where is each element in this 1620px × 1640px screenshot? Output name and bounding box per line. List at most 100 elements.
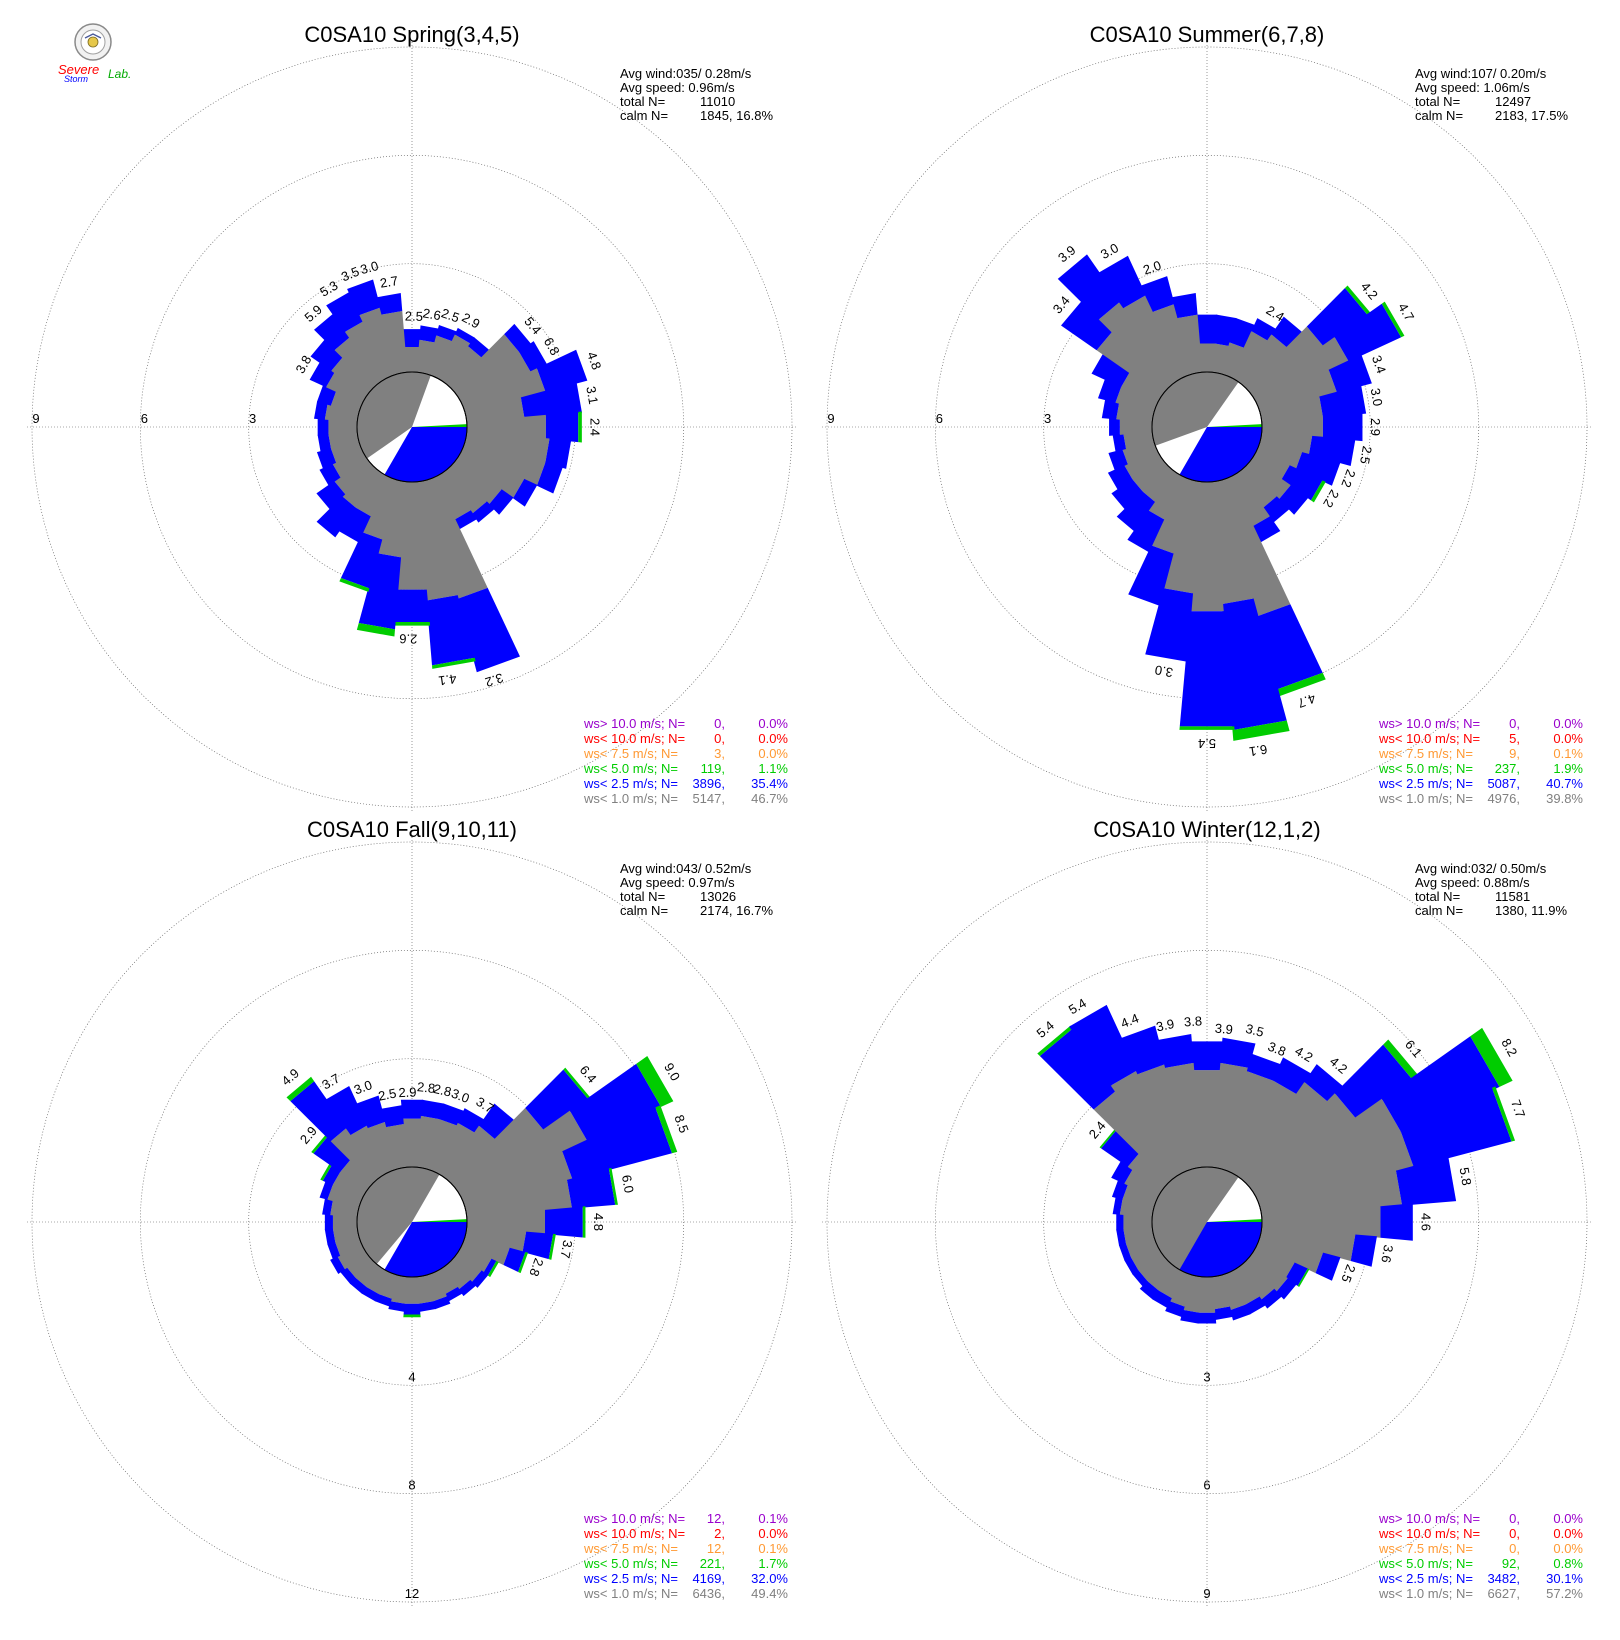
- spoke-value-label: 5.8: [1457, 1166, 1475, 1186]
- spoke-blue: [1097, 378, 1122, 403]
- spoke-green: [1344, 285, 1371, 316]
- spoke-blue: [1197, 1312, 1217, 1324]
- spoke-gray: [1245, 326, 1324, 396]
- spoke-gray: [359, 307, 398, 378]
- spoke-blue: [1278, 485, 1309, 515]
- spoke-gray: [367, 1121, 398, 1173]
- spoke-blue: [400, 1099, 424, 1119]
- legend-count: 4976,: [1487, 791, 1520, 806]
- spoke-gray: [1230, 331, 1268, 383]
- spoke-gray: [465, 397, 525, 423]
- spoke-value-label: 3.0: [449, 1086, 471, 1106]
- spoke-value-label: 3.8: [1183, 1013, 1202, 1029]
- chart-title: C0SA10 Winter(12,1,2): [1093, 817, 1320, 842]
- spoke-blue: [403, 329, 421, 348]
- spoke-gray: [1230, 471, 1270, 527]
- spoke-value-label: 7.7: [1508, 1098, 1528, 1120]
- spoke-blue: [1281, 465, 1323, 501]
- spoke-value-label: 2.4: [1086, 1118, 1109, 1141]
- calm-gray-wedge: [356, 371, 431, 459]
- spoke-value-label: 3.6: [1378, 1244, 1396, 1264]
- spoke-gray: [1260, 396, 1323, 423]
- legend-class-label: ws< 5.0 m/s; N=: [583, 1556, 678, 1571]
- spoke-gray: [326, 372, 368, 404]
- legend-count: 0,: [1509, 716, 1520, 731]
- spoke-blue: [1319, 385, 1367, 418]
- spoke-blue: [420, 1099, 445, 1120]
- spoke-blue: [1069, 1004, 1137, 1086]
- spoke-blue: [419, 325, 439, 343]
- spoke-gray: [1119, 419, 1153, 435]
- spoke-gray: [1245, 1253, 1288, 1292]
- spoke-gray: [324, 404, 359, 423]
- stats-value: 13026: [700, 889, 736, 904]
- stats-label: Avg speed: 0.96m/s: [620, 80, 735, 95]
- spoke-blue: [1165, 1301, 1185, 1318]
- spoke-value-label: 4.8: [584, 350, 604, 372]
- legend-percent: 57.2%: [1546, 1586, 1583, 1601]
- spoke-blue: [1101, 399, 1120, 420]
- spoke-value-label: 4.2: [1292, 1043, 1315, 1065]
- spoke-value-label: 2.7: [379, 273, 399, 291]
- spoke-blue: [1109, 418, 1120, 436]
- spoke-gray: [1260, 1226, 1356, 1262]
- spoke-gray: [332, 1214, 358, 1230]
- spoke-blue: [1124, 1257, 1139, 1275]
- ring-tick-label: 4: [408, 1369, 415, 1384]
- legend-percent: 0.0%: [758, 1526, 788, 1541]
- spoke-green: [432, 657, 476, 669]
- spoke-gray: [1256, 441, 1303, 469]
- spoke-blue: [319, 463, 341, 486]
- spoke-blue: [388, 1301, 406, 1312]
- spoke-value-label: 3.0: [1368, 387, 1386, 407]
- legend-class-label: ws< 7.5 m/s; N=: [583, 746, 678, 761]
- spoke-blue: [1220, 1037, 1256, 1068]
- spoke-gray: [328, 431, 359, 449]
- spoke-gray: [1238, 334, 1288, 389]
- spoke-blue: [1221, 598, 1287, 731]
- spoke-gray: [1221, 1071, 1274, 1173]
- spoke-value-label: 3.9: [1055, 242, 1078, 265]
- spoke-green: [1470, 1027, 1513, 1087]
- spoke-gray: [350, 1125, 389, 1178]
- spoke-value-label: 3.0: [352, 1077, 374, 1097]
- spoke-value-label: 2.0: [1141, 258, 1163, 278]
- spoke-gray: [1152, 303, 1193, 378]
- spoke-blue: [327, 1242, 341, 1260]
- legend-percent: 46.7%: [751, 791, 788, 806]
- spoke-blue: [478, 1103, 515, 1140]
- grid-ring: [139, 949, 685, 1495]
- spoke-gray: [1123, 295, 1184, 383]
- spoke-blue: [445, 1286, 463, 1302]
- spoke-blue: [1108, 449, 1128, 471]
- chart-title: C0SA10 Fall(9,10,11): [307, 817, 517, 842]
- legend-class-label: ws< 1.0 m/s; N=: [1378, 1586, 1473, 1601]
- spoke-gray: [1123, 1226, 1154, 1244]
- spoke-gray: [1251, 450, 1290, 480]
- legend-count: 3,: [714, 746, 725, 761]
- spoke-blue: [1111, 478, 1143, 510]
- spoke-gray: [334, 337, 381, 389]
- spoke-blue: [1285, 1262, 1308, 1286]
- spoke-blue: [381, 1105, 404, 1128]
- spoke-green: [393, 622, 431, 626]
- spoke-gray: [466, 414, 546, 440]
- spoke-blue: [1139, 1281, 1160, 1300]
- spoke-green: [563, 1067, 591, 1100]
- spoke-gray: [331, 357, 374, 396]
- spoke-blue: [1112, 434, 1127, 452]
- stats-value: 11581: [1495, 889, 1530, 904]
- spoke-blue: [1116, 491, 1156, 532]
- spoke-value-label: 5.3: [317, 278, 340, 300]
- spoke-value-label: 4.7: [1296, 691, 1318, 711]
- spoke-gray: [1132, 458, 1169, 492]
- legend-count: 0,: [714, 731, 725, 746]
- spoke-blue: [324, 1214, 333, 1230]
- spoke-blue: [562, 1107, 673, 1180]
- legend-class-label: ws< 10.0 m/s; N=: [583, 1526, 685, 1541]
- legend-class-label: ws< 10.0 m/s; N=: [1378, 731, 1480, 746]
- spoke-blue: [468, 337, 490, 358]
- stats-value: 2183, 17.5%: [1495, 108, 1568, 123]
- spoke-blue: [1306, 288, 1368, 347]
- spoke-gray: [466, 1209, 545, 1235]
